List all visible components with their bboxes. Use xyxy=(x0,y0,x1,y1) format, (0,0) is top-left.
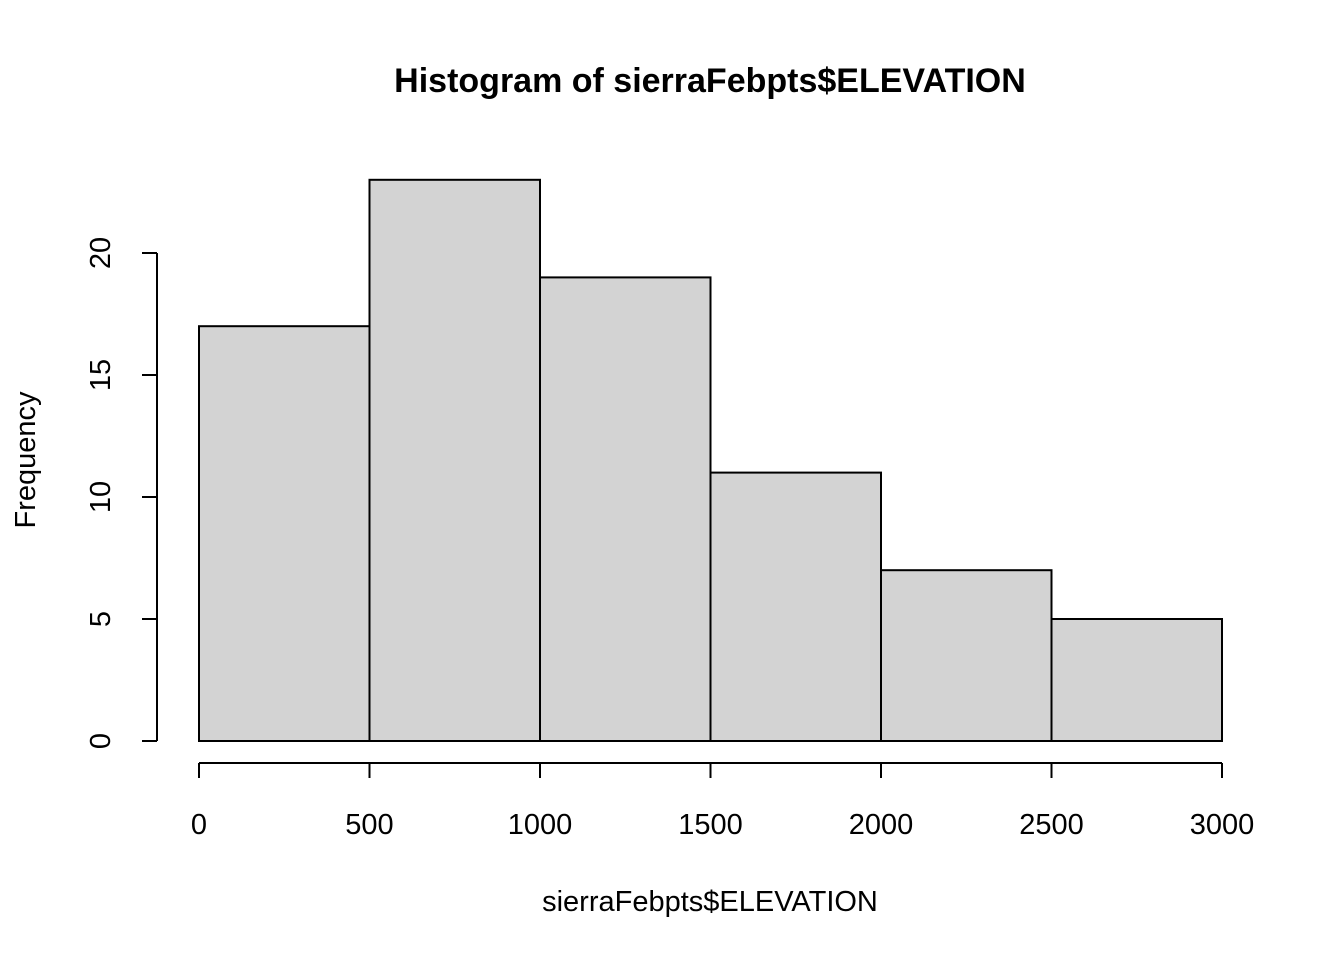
x-axis-label: sierraFebpts$ELEVATION xyxy=(542,886,878,918)
x-tick-label: 3000 xyxy=(1190,809,1255,841)
histogram-bar xyxy=(198,325,371,742)
y-tick-label: 0 xyxy=(85,733,117,749)
x-tick-label: 2500 xyxy=(1019,809,1084,841)
x-tick-label: 2000 xyxy=(849,809,914,841)
x-tick-label: 1500 xyxy=(678,809,743,841)
y-axis-label: Frequency xyxy=(10,391,42,529)
histogram-bars xyxy=(198,178,1223,743)
histogram-bar xyxy=(1050,618,1223,742)
x-axis: 0 500 1000 1500 2000 2500 3000 xyxy=(191,762,1255,841)
x-tick-label: 500 xyxy=(345,809,393,841)
y-tick-label: 5 xyxy=(85,611,117,627)
histogram-bar xyxy=(709,471,882,742)
chart-title: Histogram of sierraFebpts$ELEVATION xyxy=(394,62,1026,100)
x-tick-label: 0 xyxy=(191,809,207,841)
x-tick-label: 1000 xyxy=(508,809,573,841)
y-tick-label: 15 xyxy=(85,359,117,391)
histogram-bar xyxy=(368,178,541,743)
histogram-bar xyxy=(539,276,712,742)
y-tick-label: 20 xyxy=(85,237,117,269)
histogram-bar xyxy=(880,569,1053,743)
y-tick-label: 10 xyxy=(85,481,117,513)
y-axis: 0 5 10 15 20 xyxy=(85,237,158,749)
